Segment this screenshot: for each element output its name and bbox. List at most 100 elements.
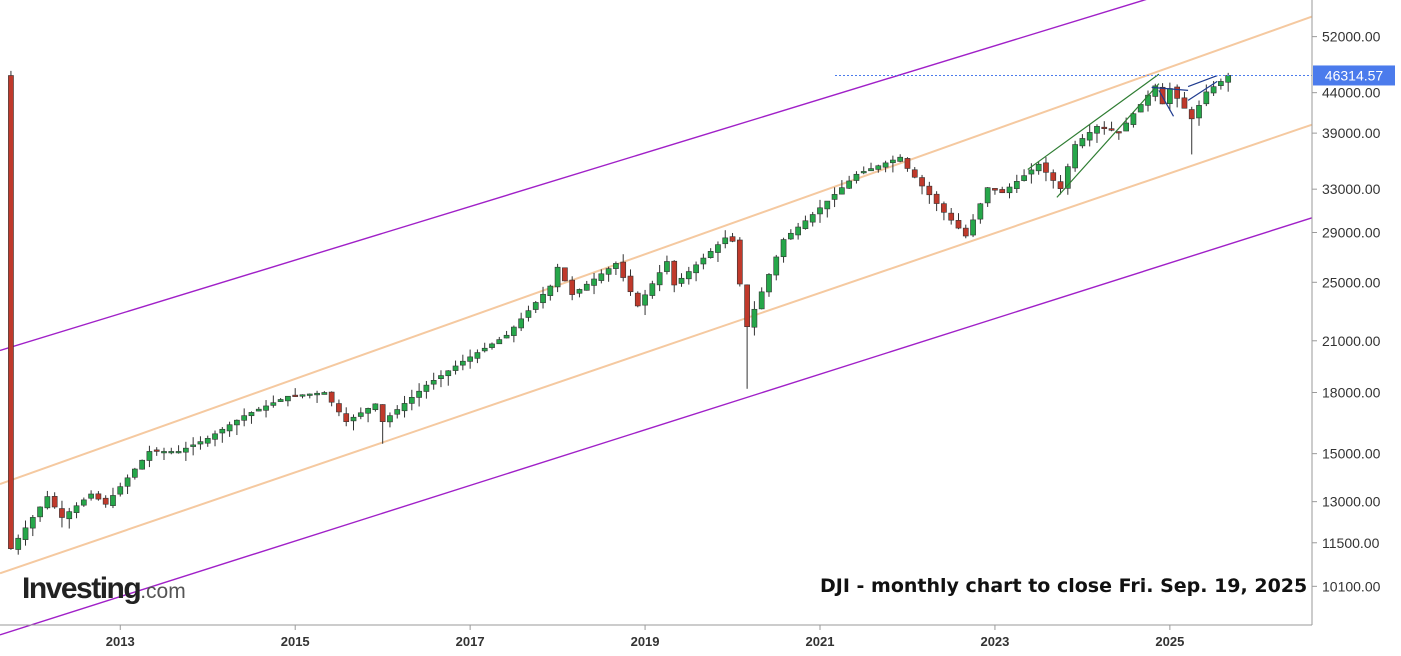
candle-body [408, 397, 415, 404]
candle-body [693, 264, 699, 274]
candle-body [583, 283, 590, 291]
candle-body [722, 237, 729, 245]
candle-body [766, 274, 772, 293]
current-price-label: 46314.57 [1325, 67, 1384, 83]
candle-body [459, 360, 466, 366]
candle-body [1013, 181, 1020, 189]
candle-body [795, 226, 801, 236]
candle-body [992, 188, 998, 191]
candle-body [372, 403, 379, 411]
candle-body [22, 527, 29, 540]
candle-body [8, 75, 14, 549]
candle-body [525, 310, 532, 318]
y-axis-ticks: 52000.00 44000.00 39000.00 33000.00 29000.00… [1312, 29, 1381, 594]
candle-body [306, 393, 313, 396]
candle-body [1079, 138, 1086, 147]
candle-body [758, 291, 765, 310]
candle-body [1203, 91, 1210, 105]
candle-body [518, 318, 525, 329]
channel-outer-lower [0, 217, 1313, 636]
candle-body [904, 158, 911, 169]
candle-body [787, 232, 794, 240]
candle-body [700, 257, 707, 265]
y-tick-label: 39000.00 [1322, 125, 1381, 141]
candle-body [467, 356, 473, 362]
candle-body [984, 187, 991, 204]
candle-body [110, 495, 116, 506]
y-tick-label: 15000.00 [1322, 446, 1381, 462]
candle-body [511, 326, 517, 336]
candle-body [715, 244, 721, 253]
y-tick-label: 21000.00 [1322, 333, 1381, 349]
candle-body [875, 165, 882, 170]
candle-body [1064, 166, 1071, 189]
candle-body [707, 251, 714, 258]
candle-body [613, 263, 619, 269]
candle-body [955, 220, 962, 229]
x-tick-label: 2017 [456, 634, 485, 649]
candle-body [540, 293, 546, 304]
candle-body [299, 394, 306, 397]
y-tick-label: 25000.00 [1322, 274, 1381, 290]
candle-body [29, 517, 36, 529]
candle-body [423, 384, 430, 392]
candle-body [1006, 186, 1013, 194]
candle-body [503, 334, 510, 339]
candle-body [562, 267, 568, 282]
candle-body [401, 403, 408, 412]
candle-body [285, 395, 291, 402]
candle-body [809, 214, 816, 223]
trendline-pullback-upper [1151, 86, 1189, 91]
candle-body [882, 162, 889, 168]
candle-body [416, 390, 422, 398]
candle-body [1021, 175, 1027, 181]
candle-body [452, 365, 459, 371]
y-tick-label: 11500.00 [1322, 535, 1380, 551]
candles [8, 70, 1232, 555]
candle-body [175, 451, 182, 454]
candle-body [919, 177, 925, 187]
candle-body [685, 271, 692, 280]
candle-body [962, 227, 969, 237]
candle-body [153, 449, 160, 452]
candle-body [131, 468, 138, 478]
candle-body [817, 207, 823, 215]
y-tick-label: 33000.00 [1322, 181, 1381, 197]
candle-body [95, 493, 102, 500]
candle-body [649, 283, 656, 296]
channel-lines [0, 0, 1313, 636]
candle-body [547, 285, 554, 296]
candle-body [80, 499, 87, 506]
candle-body [1094, 126, 1100, 134]
candle-body [190, 444, 197, 447]
candle-body [489, 343, 495, 348]
candle-body [1050, 172, 1057, 181]
candle-body [15, 537, 22, 550]
candle-body [890, 159, 896, 164]
candle-body [183, 447, 189, 453]
trendline-rising-wedge-upper [1027, 73, 1160, 170]
trendline-recent-wedge-upper [1187, 75, 1218, 88]
candle-body [234, 419, 240, 426]
trendline-pullback-lower [1158, 90, 1175, 117]
candle-body [481, 347, 488, 352]
candle-body [255, 408, 262, 412]
candle-body [1101, 126, 1108, 129]
candle-body [1218, 81, 1224, 86]
candle-body [744, 284, 750, 328]
candle-body [999, 189, 1006, 194]
candle-body [664, 261, 670, 272]
candle-body [911, 169, 918, 178]
candle-body [729, 236, 736, 242]
candle-body [219, 428, 226, 434]
candle-body [277, 399, 284, 402]
candle-body [941, 203, 947, 213]
candle-body [933, 193, 940, 204]
candle-body [576, 289, 583, 294]
channel-outer-upper [0, 0, 1147, 352]
candle-body [824, 200, 831, 210]
candle-body [445, 370, 452, 377]
candle-body [343, 413, 350, 422]
candle-body [270, 402, 277, 406]
